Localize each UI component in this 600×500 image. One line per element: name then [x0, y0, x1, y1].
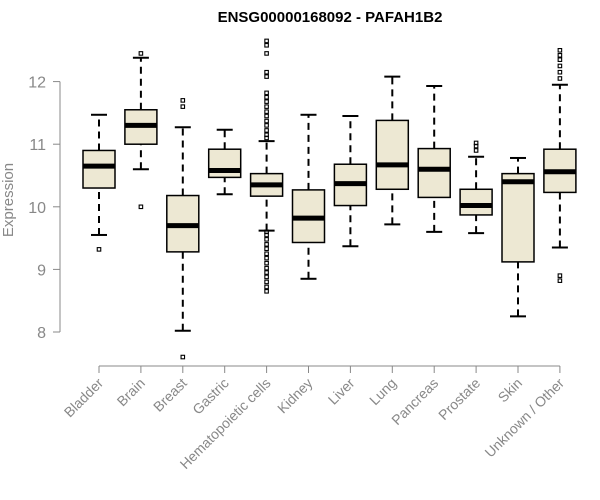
x-tick-label: Lung	[366, 375, 399, 408]
outlier-point	[557, 53, 563, 58]
box-bladder	[82, 113, 116, 252]
iqr-box	[417, 147, 451, 199]
outlier-point	[264, 289, 269, 294]
outlier-point	[264, 246, 269, 252]
box-prostate	[459, 140, 493, 235]
outlier-point	[264, 123, 269, 128]
outlier-point	[473, 148, 479, 153]
x-tick-label: Pancreas	[388, 375, 441, 428]
x-tick-label: Breast	[150, 375, 190, 415]
outlier-point	[264, 51, 269, 56]
y-axis-label: Expression	[0, 163, 17, 237]
outlier-point	[264, 284, 269, 290]
outlier-point	[473, 140, 479, 146]
outlier-point	[264, 270, 269, 275]
outlier-point	[138, 204, 144, 210]
outlier-point	[264, 279, 269, 285]
y-axis: 8 9 10 11 12	[28, 75, 61, 342]
box-breast	[166, 98, 200, 360]
iqr-box	[82, 149, 116, 189]
outlier-point	[264, 260, 269, 266]
x-tick-label: Prostate	[435, 375, 483, 423]
outlier-point	[264, 132, 269, 138]
outlier-point	[557, 69, 563, 75]
outlier-point	[557, 47, 563, 53]
box-hematopoietic-cells	[249, 38, 284, 294]
outlier-point	[557, 57, 563, 62]
iqr-box	[501, 172, 535, 263]
outlier-point	[180, 104, 186, 109]
outlier-point	[557, 63, 563, 69]
outlier-point	[557, 273, 563, 278]
outlier-point	[264, 113, 269, 119]
outlier-point	[264, 251, 269, 257]
box-kidney	[291, 113, 326, 280]
outlier-point	[557, 278, 563, 283]
box-liver	[333, 115, 368, 248]
outlier-point	[264, 237, 269, 242]
outlier-point	[264, 69, 269, 75]
outlier-point	[96, 247, 102, 252]
outlier-point	[264, 109, 269, 114]
outlier-point	[264, 242, 269, 247]
outlier-point	[138, 51, 144, 56]
x-tick-label: Skin	[495, 375, 526, 406]
outlier-point	[180, 98, 186, 103]
outlier-point	[180, 354, 186, 360]
x-tick-label: Kidney	[274, 375, 316, 417]
box-unknown-other	[543, 47, 577, 283]
y-tick-label: 9	[37, 262, 46, 279]
iqr-box	[459, 188, 493, 216]
chart-title: ENSG00000168092 - PAFAH1B2	[218, 9, 443, 26]
box-lung	[375, 75, 410, 226]
y-tick-label: 11	[29, 137, 46, 154]
outlier-point	[264, 90, 269, 96]
box-skin	[501, 156, 535, 318]
box-brain	[124, 51, 158, 210]
y-tick-label: 10	[28, 200, 46, 217]
outlier-point	[264, 94, 269, 100]
box-gastric	[207, 128, 242, 196]
x-tick-label: Brain	[114, 375, 148, 409]
x-tick-label: Unknown / Other	[481, 375, 567, 461]
box-series	[82, 38, 577, 360]
outlier-point	[264, 42, 269, 48]
outlier-point	[264, 274, 269, 280]
outlier-point	[264, 38, 269, 44]
x-tick-label: Bladder	[61, 375, 107, 421]
iqr-box	[207, 148, 242, 179]
x-tick-label: Liver	[325, 375, 358, 408]
outlier-point	[264, 74, 269, 79]
outlier-point	[264, 99, 269, 104]
y-tick-label: 8	[37, 325, 46, 342]
outlier-point	[264, 265, 269, 271]
outlier-point	[264, 104, 269, 109]
box-pancreas	[417, 84, 451, 233]
outlier-point	[264, 255, 269, 261]
y-tick-label: 12	[28, 75, 46, 92]
outlier-point	[264, 229, 269, 235]
outlier-point	[264, 128, 269, 133]
outlier-point	[557, 76, 563, 81]
outlier-point	[264, 118, 269, 124]
iqr-box	[375, 119, 410, 191]
